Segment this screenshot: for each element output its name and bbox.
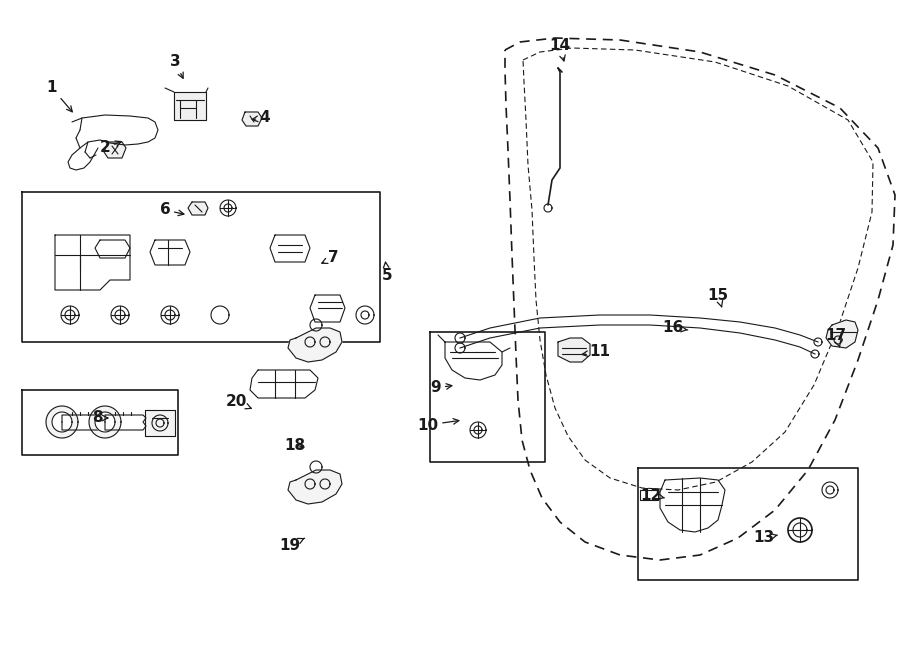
- Polygon shape: [288, 470, 342, 504]
- Text: 11: 11: [582, 344, 610, 360]
- Text: 7: 7: [322, 251, 338, 266]
- Polygon shape: [638, 468, 858, 580]
- Text: 17: 17: [825, 327, 847, 347]
- Polygon shape: [22, 192, 380, 342]
- Polygon shape: [104, 142, 126, 158]
- Polygon shape: [188, 202, 208, 215]
- Polygon shape: [145, 410, 175, 436]
- Text: 9: 9: [431, 381, 452, 395]
- Text: 3: 3: [170, 54, 183, 78]
- Text: 5: 5: [382, 262, 392, 282]
- Text: 8: 8: [92, 410, 108, 426]
- Text: 16: 16: [662, 321, 688, 336]
- Text: 20: 20: [225, 395, 251, 410]
- Text: 6: 6: [159, 202, 184, 217]
- Text: 14: 14: [549, 38, 571, 61]
- Polygon shape: [52, 412, 72, 432]
- Polygon shape: [95, 412, 115, 432]
- Text: 2: 2: [100, 141, 122, 155]
- Polygon shape: [430, 332, 545, 462]
- Polygon shape: [558, 338, 590, 362]
- Text: 4: 4: [252, 110, 270, 126]
- Polygon shape: [288, 328, 342, 362]
- Text: 15: 15: [707, 288, 729, 307]
- Polygon shape: [89, 406, 121, 438]
- Text: 18: 18: [284, 438, 306, 453]
- Polygon shape: [826, 320, 858, 348]
- Text: 19: 19: [279, 537, 304, 553]
- Polygon shape: [46, 406, 78, 438]
- Polygon shape: [22, 390, 178, 455]
- Text: 10: 10: [418, 418, 459, 432]
- Polygon shape: [174, 92, 206, 120]
- Text: 1: 1: [47, 81, 72, 112]
- Text: 12: 12: [641, 488, 664, 502]
- Text: 13: 13: [753, 531, 778, 545]
- Polygon shape: [242, 112, 262, 126]
